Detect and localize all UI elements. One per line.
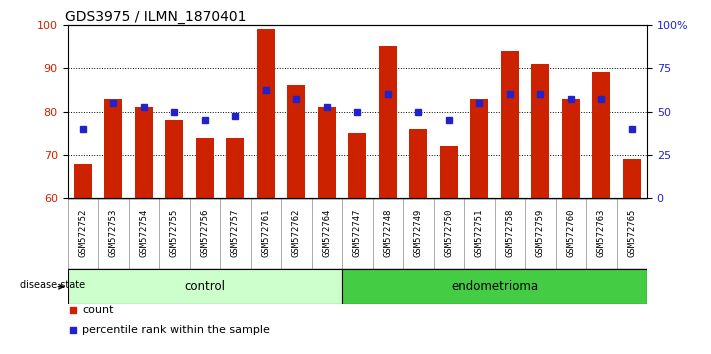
Text: GSM572748: GSM572748 <box>383 209 392 257</box>
Text: GSM572757: GSM572757 <box>231 209 240 257</box>
Bar <box>348 133 366 198</box>
Bar <box>342 269 647 304</box>
Text: count: count <box>82 305 114 315</box>
Text: GDS3975 / ILMN_1870401: GDS3975 / ILMN_1870401 <box>65 10 246 24</box>
Text: GSM572765: GSM572765 <box>627 209 636 257</box>
Bar <box>409 129 427 198</box>
Text: percentile rank within the sample: percentile rank within the sample <box>82 325 270 336</box>
Text: GSM572763: GSM572763 <box>597 209 606 257</box>
Text: GSM572756: GSM572756 <box>201 209 209 257</box>
Text: GSM572753: GSM572753 <box>109 209 118 257</box>
Text: endometrioma: endometrioma <box>451 280 538 293</box>
Bar <box>623 159 641 198</box>
Text: GSM572760: GSM572760 <box>566 209 575 257</box>
Text: GSM572754: GSM572754 <box>139 209 149 257</box>
Text: GSM572751: GSM572751 <box>475 209 483 257</box>
Bar <box>470 98 488 198</box>
Text: disease state: disease state <box>20 280 85 290</box>
Bar <box>531 64 550 198</box>
Bar <box>439 146 458 198</box>
Text: GSM572761: GSM572761 <box>261 209 270 257</box>
Text: GSM572750: GSM572750 <box>444 209 454 257</box>
Text: control: control <box>184 280 225 293</box>
Bar <box>257 29 275 198</box>
Text: GSM572759: GSM572759 <box>536 209 545 257</box>
Text: GSM572764: GSM572764 <box>322 209 331 257</box>
Bar <box>134 107 153 198</box>
Text: GSM572762: GSM572762 <box>292 209 301 257</box>
Bar <box>74 164 92 198</box>
Text: GSM572755: GSM572755 <box>170 209 178 257</box>
Bar <box>226 137 245 198</box>
Bar <box>68 269 342 304</box>
Bar <box>196 137 214 198</box>
Bar <box>592 73 611 198</box>
Text: GSM572758: GSM572758 <box>506 209 514 257</box>
Bar <box>562 98 580 198</box>
Text: GSM572749: GSM572749 <box>414 209 423 257</box>
Text: GSM572752: GSM572752 <box>78 209 87 257</box>
Bar <box>318 107 336 198</box>
Bar <box>501 51 519 198</box>
Bar <box>104 98 122 198</box>
Bar <box>165 120 183 198</box>
Bar <box>287 85 306 198</box>
Bar <box>379 46 397 198</box>
Text: GSM572747: GSM572747 <box>353 209 362 257</box>
